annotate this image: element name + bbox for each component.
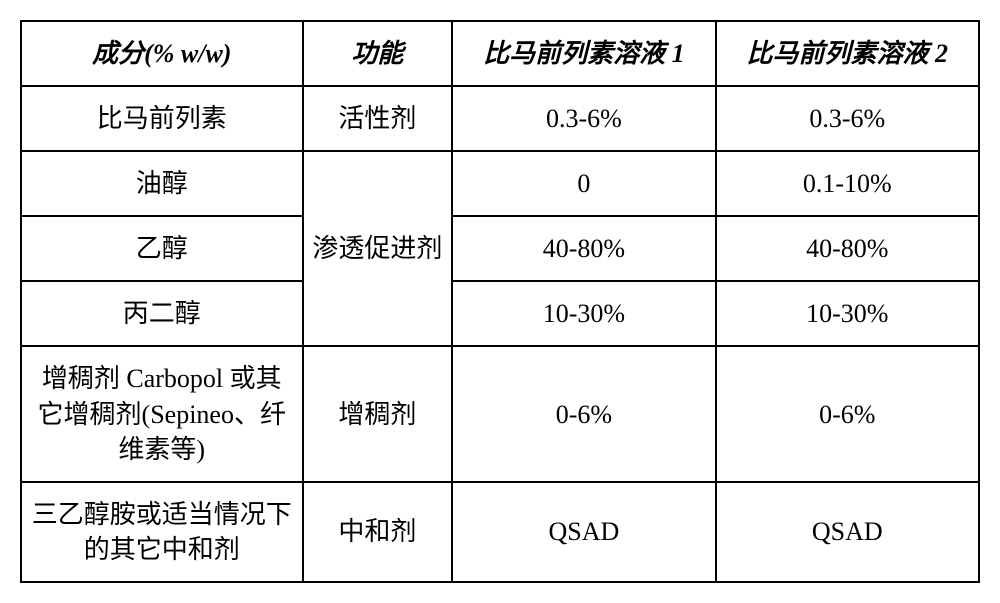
header-ingredient: 成分(% w/w) — [21, 21, 303, 86]
table-row: 油醇 渗透促进剂 0 0.1-10% — [21, 151, 979, 216]
formulation-table: 成分(% w/w) 功能 比马前列素溶液 1 比马前列素溶液 2 比马前列素 活… — [20, 20, 980, 583]
cell-sol2-thickener: 0-6% — [716, 346, 979, 481]
table-row: 丙二醇 10-30% 10-30% — [21, 281, 979, 346]
cell-ingredient-pg: 丙二醇 — [21, 281, 303, 346]
cell-sol1-ethanol: 40-80% — [452, 216, 715, 281]
table-row: 三乙醇胺或适当情况下的其它中和剂 中和剂 QSAD QSAD — [21, 482, 979, 582]
cell-sol1-neutralizer: QSAD — [452, 482, 715, 582]
table-row: 增稠剂 Carbopol 或其它增稠剂(Sepineo、纤维素等) 增稠剂 0-… — [21, 346, 979, 481]
cell-function-active: 活性剂 — [303, 86, 453, 151]
cell-function-thickener: 增稠剂 — [303, 346, 453, 481]
cell-function-neutralizer: 中和剂 — [303, 482, 453, 582]
cell-ingredient-neutralizer: 三乙醇胺或适当情况下的其它中和剂 — [21, 482, 303, 582]
cell-sol2-pg: 10-30% — [716, 281, 979, 346]
cell-sol2-bimatoprost: 0.3-6% — [716, 86, 979, 151]
cell-ingredient-thickener: 增稠剂 Carbopol 或其它增稠剂(Sepineo、纤维素等) — [21, 346, 303, 481]
cell-sol2-ethanol: 40-80% — [716, 216, 979, 281]
table-row: 乙醇 40-80% 40-80% — [21, 216, 979, 281]
cell-function-penetration-enhancer: 渗透促进剂 — [303, 151, 453, 346]
header-function: 功能 — [303, 21, 453, 86]
table-row: 比马前列素 活性剂 0.3-6% 0.3-6% — [21, 86, 979, 151]
cell-sol2-neutralizer: QSAD — [716, 482, 979, 582]
cell-ingredient-bimatoprost: 比马前列素 — [21, 86, 303, 151]
cell-ingredient-oleyl: 油醇 — [21, 151, 303, 216]
cell-sol1-pg: 10-30% — [452, 281, 715, 346]
header-sol1: 比马前列素溶液 1 — [452, 21, 715, 86]
cell-sol1-thickener: 0-6% — [452, 346, 715, 481]
header-sol2: 比马前列素溶液 2 — [716, 21, 979, 86]
cell-sol1-bimatoprost: 0.3-6% — [452, 86, 715, 151]
cell-sol1-oleyl: 0 — [452, 151, 715, 216]
cell-ingredient-ethanol: 乙醇 — [21, 216, 303, 281]
cell-sol2-oleyl: 0.1-10% — [716, 151, 979, 216]
table-header-row: 成分(% w/w) 功能 比马前列素溶液 1 比马前列素溶液 2 — [21, 21, 979, 86]
